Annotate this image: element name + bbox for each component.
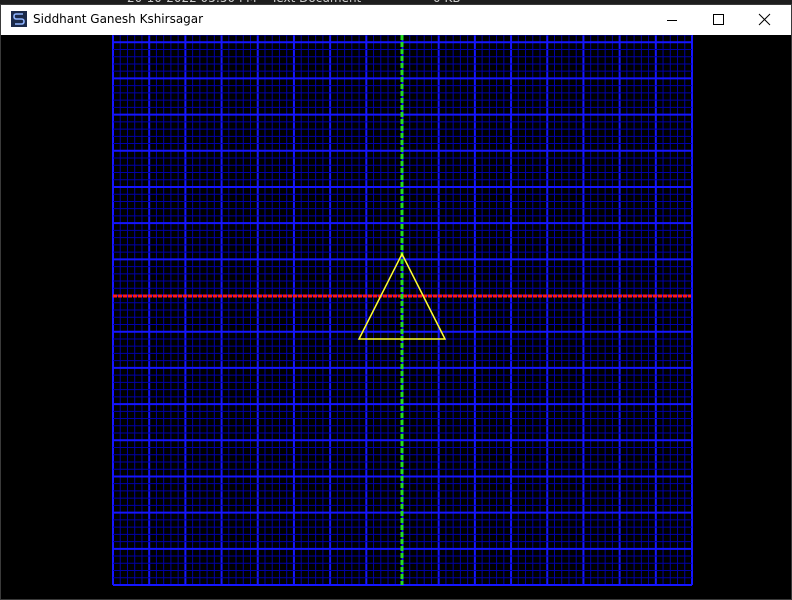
- file-size: 0 KB: [433, 0, 461, 5]
- file-kind: Text Document: [271, 0, 361, 5]
- minimize-button[interactable]: [649, 5, 695, 35]
- file-date: 20-10-2022 05:50 PM: [127, 0, 257, 5]
- app-icon: [11, 11, 27, 27]
- gl-canvas: [1, 35, 791, 599]
- maximize-button[interactable]: [695, 5, 741, 35]
- app-window: Siddhant Ganesh Kshirsagar: [0, 4, 792, 600]
- window-title: Siddhant Ganesh Kshirsagar: [33, 12, 204, 26]
- close-button[interactable]: [741, 5, 787, 35]
- title-bar: Siddhant Ganesh Kshirsagar: [1, 5, 791, 35]
- triangle: [357, 252, 447, 340]
